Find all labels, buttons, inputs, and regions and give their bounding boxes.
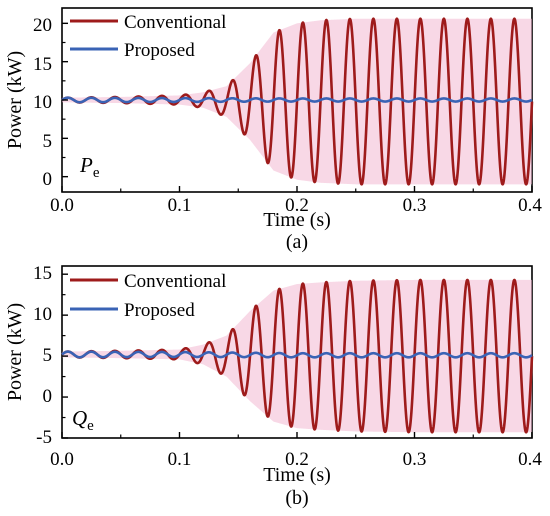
x-tick-label: 0.0 <box>50 449 74 470</box>
y-tick-label: 5 <box>43 131 53 152</box>
legend-label-proposed: Proposed <box>124 300 195 321</box>
series-layer <box>60 17 534 186</box>
x-tick-label: 0.4 <box>518 449 542 470</box>
x-tick-label: 0.3 <box>403 449 427 470</box>
legend-label-proposed: Proposed <box>124 40 195 61</box>
y-axis-label: Power (kW) <box>4 303 26 401</box>
y-tick-label: 5 <box>43 345 53 366</box>
y-axis-label: Power (kW) <box>4 51 26 149</box>
x-tick-label: 0.0 <box>50 195 74 216</box>
panel-label: (a) <box>286 231 308 253</box>
y-tick-label: -5 <box>36 427 52 448</box>
x-axis-label: Time (s) <box>263 209 331 231</box>
legend: Conventional Proposed <box>70 12 226 61</box>
y-tick-label: 15 <box>33 263 52 284</box>
x-tick-label: 0.4 <box>518 195 542 216</box>
legend: Conventional Proposed <box>70 271 226 321</box>
variable-label: Qe <box>72 406 94 434</box>
series-layer <box>60 278 534 434</box>
y-tick-label: 10 <box>33 92 52 113</box>
x-axis-label: Time (s) <box>263 464 331 486</box>
y-tick-label: 15 <box>33 54 52 75</box>
ticks-layer <box>61 273 533 439</box>
panel-a: 0 5 10 15 20 0.0 0.1 0.2 0.3 0.4 Time (s… <box>4 7 542 253</box>
variable-symbol: P <box>79 153 93 177</box>
ticks-layer <box>61 22 533 192</box>
series-line-proposed <box>60 350 534 359</box>
variable-symbol: Q <box>72 406 87 430</box>
series-line-proposed <box>60 96 534 104</box>
x-tick-label: 0.2 <box>285 449 309 470</box>
variable-subscript: e <box>93 165 100 181</box>
x-tick-label: 0.1 <box>168 195 192 216</box>
y-tick-label: 20 <box>33 15 52 36</box>
y-tick-label: 0 <box>43 386 53 407</box>
x-tick-label: 0.1 <box>168 449 192 470</box>
variable-subscript: e <box>87 418 94 434</box>
legend-label-conventional: Conventional <box>124 12 226 33</box>
y-tick-label: 10 <box>33 304 52 325</box>
panel-b: -5 0 5 10 15 0.0 0.1 0.2 0.3 0.4 Time (s… <box>4 263 542 509</box>
variable-label: Pe <box>79 153 100 181</box>
x-tick-label: 0.3 <box>403 195 427 216</box>
x-tick-label: 0.2 <box>285 195 309 216</box>
panel-label: (b) <box>285 487 308 509</box>
legend-label-conventional: Conventional <box>124 271 226 292</box>
y-tick-label: 0 <box>43 169 53 190</box>
